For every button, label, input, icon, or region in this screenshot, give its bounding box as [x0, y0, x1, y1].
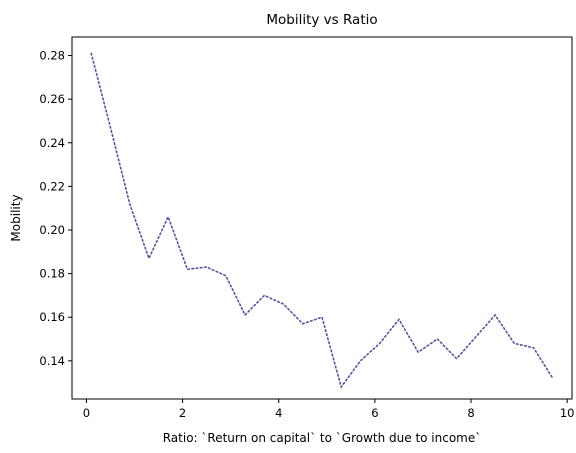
x-tick-label: 10 — [560, 406, 575, 420]
x-tick-label: 0 — [83, 406, 90, 420]
y-tick-label: 0.26 — [39, 92, 65, 106]
x-tick-label: 2 — [179, 406, 186, 420]
x-axis-label: Ratio: `Return on capital` to `Growth du… — [163, 431, 482, 445]
y-tick-label: 0.22 — [39, 179, 65, 193]
y-axis-label: Mobility — [9, 194, 23, 241]
x-tick-label: 8 — [467, 406, 474, 420]
y-tick-label: 0.18 — [39, 267, 65, 281]
plot-frame — [71, 36, 573, 400]
y-tick-label: 0.28 — [39, 49, 65, 63]
x-tick-label: 4 — [275, 406, 282, 420]
x-tick-label: 6 — [371, 406, 378, 420]
plot-area — [90, 52, 554, 389]
y-tick-label: 0.24 — [39, 136, 65, 150]
y-tick-label: 0.16 — [39, 310, 65, 324]
x-axis: 0 2 4 6 8 10 — [83, 399, 575, 420]
y-tick-label: 0.14 — [39, 354, 65, 368]
chart-title: Mobility vs Ratio — [266, 12, 377, 28]
series-line-0 — [90, 52, 554, 389]
y-axis: 0.14 0.16 0.18 0.20 0.22 0.24 0.26 0.28 — [39, 49, 72, 368]
y-tick-label: 0.20 — [39, 223, 65, 237]
